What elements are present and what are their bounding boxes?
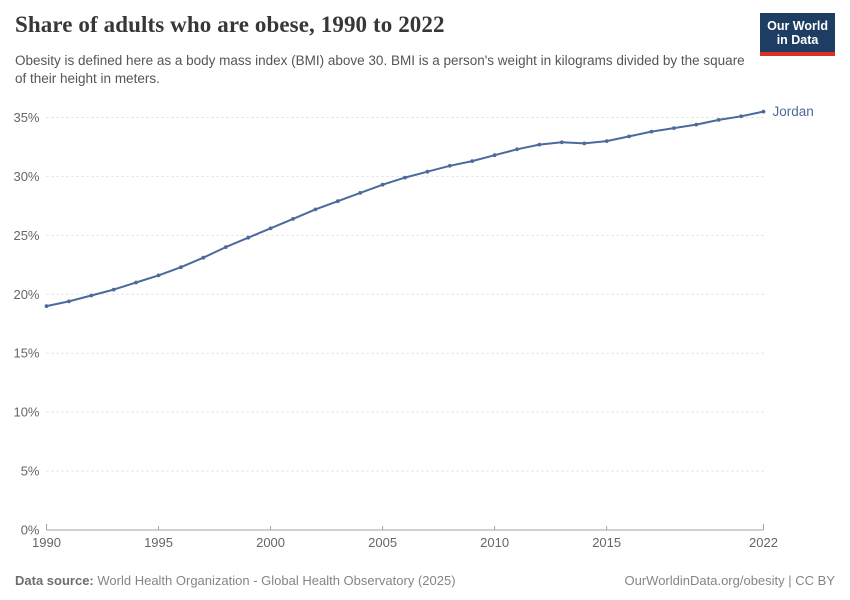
y-axis-label-20: 20% [13,287,39,302]
data-point-2008 [447,163,452,168]
data-point-2004 [358,191,363,195]
data-point-2010 [492,153,497,158]
data-point-2013 [559,140,564,145]
x-axis-label-2022: 2022 [749,535,778,550]
license-link[interactable]: OurWorldinData.org/obesity | CC BY [624,573,836,588]
data-point-2000 [268,226,273,231]
data-point-1996 [179,265,183,270]
jordan-series[interactable]: Jordan [44,104,814,308]
page-title: Share of adults who are obese, 1990 to 2… [15,12,445,37]
jordan-line[interactable] [45,110,765,308]
chart-subtitle: Obesity is defined here as a body mass i… [15,53,745,86]
y-axis-label-10: 10% [13,405,39,420]
data-source-label: Data source: [15,573,94,588]
series-label-jordan[interactable]: Jordan [773,104,814,119]
x-axis-label-2015: 2015 [592,535,621,550]
x-axis-label-2005: 2005 [368,535,397,550]
data-point-1999 [246,235,251,240]
data-point-2007 [425,169,430,174]
data-point-2005 [380,182,385,187]
data-point-1992 [89,293,94,298]
x-axis-label-1995: 1995 [144,535,173,550]
x-axis-label-2000: 2000 [256,535,285,550]
data-point-2001 [291,217,295,221]
y-axis-label-0: 0% [21,523,40,538]
data-point-2016 [627,134,631,139]
y-axis-label-15: 15% [13,346,39,361]
data-point-2021 [739,114,743,119]
x-axis-label-1990: 1990 [32,535,61,550]
y-axis-label-5: 5% [21,464,40,479]
data-point-2019 [694,122,699,127]
data-point-2022 [761,109,766,114]
y-axis-label-35: 35% [13,110,39,125]
data-point-2002 [313,207,318,212]
data-point-1991 [67,299,71,304]
data-point-2009 [470,159,475,164]
y-axis-label-25: 25% [13,228,39,243]
data-point-1997 [201,255,206,260]
data-point-1990 [44,304,49,308]
data-point-2015 [604,139,609,144]
owid-logo[interactable]: Our World in Data [760,13,835,56]
data-point-2012 [537,142,542,147]
data-point-2017 [649,129,654,134]
y-axis-label-30: 30% [13,169,39,184]
data-point-1998 [223,245,228,250]
data-point-2018 [672,126,676,130]
owid-logo-line2: in Data [776,33,819,48]
data-point-2006 [403,175,407,180]
chart-footer: Data source: World Health Organization -… [15,573,835,588]
data-point-1995 [156,273,161,278]
data-source-text: World Health Organization - Global Healt… [97,573,456,588]
data-point-2020 [716,118,721,122]
data-point-2003 [335,199,340,204]
data-point-1994 [134,280,139,285]
x-axis-label-2010: 2010 [480,535,509,550]
owid-logo-line1: Our World [767,19,828,33]
data-source: Data source: World Health Organization -… [15,573,456,588]
data-point-2014 [582,141,587,146]
data-point-1993 [111,287,116,292]
data-point-2011 [515,147,519,152]
